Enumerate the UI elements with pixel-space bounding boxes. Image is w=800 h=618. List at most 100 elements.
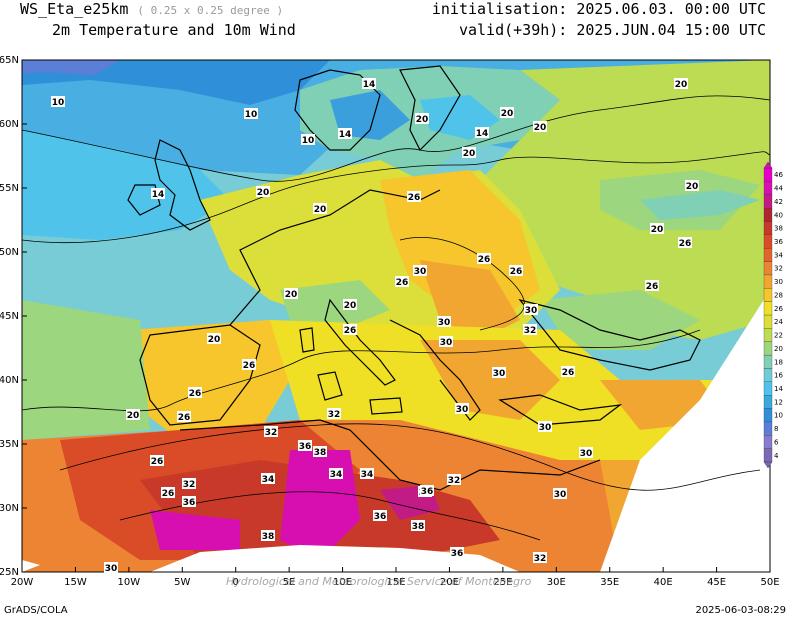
lon-tick-label: 40E (654, 577, 673, 588)
isotherm-label: 30 (553, 488, 567, 500)
isotherm-label-text: 36 (183, 498, 196, 508)
lon-tick-label: 15E (386, 577, 405, 588)
isotherm-label: 26 (177, 411, 191, 423)
isotherm-label-text: 30 (438, 318, 451, 328)
colorbar-swatch (763, 421, 773, 436)
watermark: Hydrological and Meteorological Service … (226, 575, 532, 588)
colorbar-swatch (763, 181, 773, 195)
isotherm-label-bg (685, 180, 699, 191)
isotherm-label: 38 (261, 530, 275, 542)
isotherm-label-bg (244, 108, 258, 119)
colorbar-swatch (763, 435, 773, 449)
isotherm-label-bg (450, 547, 464, 558)
isotherm-label-text: 30 (440, 338, 453, 348)
isotherm-label-text: 20 (501, 109, 514, 119)
colorbar-label: 34 (774, 251, 783, 259)
isotherm-label-bg (645, 280, 659, 291)
isotherm-label-bg (373, 510, 387, 521)
lon-tick-label: 50E (760, 577, 779, 588)
lat-tick-label: 25N (0, 567, 19, 578)
isotherm-label: 26 (645, 280, 659, 292)
isotherm-label-bg (455, 403, 469, 414)
isotherm-label: 30 (492, 367, 506, 379)
isotherm-label-text: 32 (448, 476, 461, 486)
isotherm-label: 32 (327, 408, 341, 420)
isotherm-label: 20 (207, 333, 221, 345)
isotherm-label: 36 (182, 496, 196, 508)
isotherm-label-bg (413, 265, 427, 276)
isotherm-label-text: 38 (412, 522, 425, 532)
isotherm-label: 38 (411, 520, 425, 532)
lon-tick-label: 20E (440, 577, 459, 588)
isotherm-label: 14 (362, 78, 376, 90)
isotherm-label-bg (553, 488, 567, 499)
isotherm-label-bg (360, 468, 374, 479)
colorbar-swatch (763, 248, 773, 262)
isotherm-label-text: 10 (52, 98, 65, 108)
isotherm-label-bg (411, 520, 425, 531)
lon-tick-label: 5W (174, 577, 190, 588)
isotherm-label-bg (561, 366, 575, 377)
isotherm-label-bg (420, 485, 434, 496)
isotherm-label-bg (327, 408, 341, 419)
lon-tick-label: 10W (118, 577, 141, 588)
isotherm-label-bg (51, 96, 65, 107)
colorbar-swatch (763, 288, 773, 302)
longitude-ticks: 20W 15W 10W 5W 0 5E 10E 15E 20E 25E 30E 35E 40E 45E 50… (11, 567, 780, 588)
isotherm-label-bg (301, 134, 315, 145)
isotherm-label: 26 (188, 387, 202, 399)
isotherm-label: 20 (415, 113, 429, 125)
colorbar-swatch (763, 207, 773, 222)
colorbar-label: 20 (774, 345, 783, 353)
isotherm-label-bg (150, 455, 164, 466)
isotherm-label-text: 26 (646, 282, 659, 292)
isotherm-label-text: 30 (456, 405, 469, 415)
isotherm-label-bg (104, 562, 118, 573)
isotherm-label: 34 (360, 468, 374, 480)
isotherm-label: 14 (475, 127, 489, 139)
isotherm-label-text: 30 (525, 306, 538, 316)
colorbar-label: 24 (774, 318, 783, 326)
colorbar-label: 14 (774, 385, 783, 393)
isotherm-label: 20 (650, 223, 664, 235)
valid-time: valid(+39h): 2025.JUN.04 15:00 UTC (458, 21, 766, 39)
colorbar-swatch (763, 221, 773, 235)
isotherm-label-text: 26 (408, 193, 421, 203)
isotherm-label: 26 (407, 191, 421, 203)
isotherm-label-bg (343, 299, 357, 310)
lat-tick-label: 55N (0, 183, 19, 194)
isotherm-label: 30 (538, 421, 552, 433)
isotherm-label-bg (462, 147, 476, 158)
colorbar-label: 16 (774, 372, 783, 380)
isotherm-label-bg (256, 186, 270, 197)
isotherm-label: 10 (51, 96, 65, 108)
colorbar-swatch (763, 234, 773, 249)
isotherm-label: 20 (343, 299, 357, 311)
isotherm-label-text: 32 (524, 326, 537, 336)
temperature-colorbar: 4681012141618202224262830323436384042444… (763, 161, 783, 469)
colorbar-swatch (763, 167, 773, 182)
lat-tick-label: 30N (0, 503, 19, 514)
isotherm-label-text: 30 (493, 369, 506, 379)
isotherm-label-bg (126, 409, 140, 420)
isotherm-label-bg (415, 113, 429, 124)
isotherm-label-bg (298, 440, 312, 451)
isotherm-label-text: 26 (162, 489, 175, 499)
isotherm-label-text: 26 (344, 326, 357, 336)
variable-title: 2m Temperature and 10m Wind (52, 21, 296, 39)
isotherm-label-bg (261, 473, 275, 484)
colorbar-swatch (763, 274, 773, 289)
colorbar-swatch (763, 448, 773, 463)
isotherm-label-text: 34 (262, 475, 275, 485)
isotherm-label-bg (313, 446, 327, 457)
isotherm-label-bg (188, 387, 202, 398)
isotherm-label: 34 (329, 468, 343, 480)
colorbar-swatch (763, 261, 773, 276)
temperature-field (22, 60, 770, 572)
isotherm-label-bg (338, 128, 352, 139)
isotherm-label-text: 34 (330, 470, 343, 480)
isotherm-label-bg (538, 421, 552, 432)
lat-tick-label: 35N (0, 439, 19, 450)
isotherm-label: 26 (150, 455, 164, 467)
